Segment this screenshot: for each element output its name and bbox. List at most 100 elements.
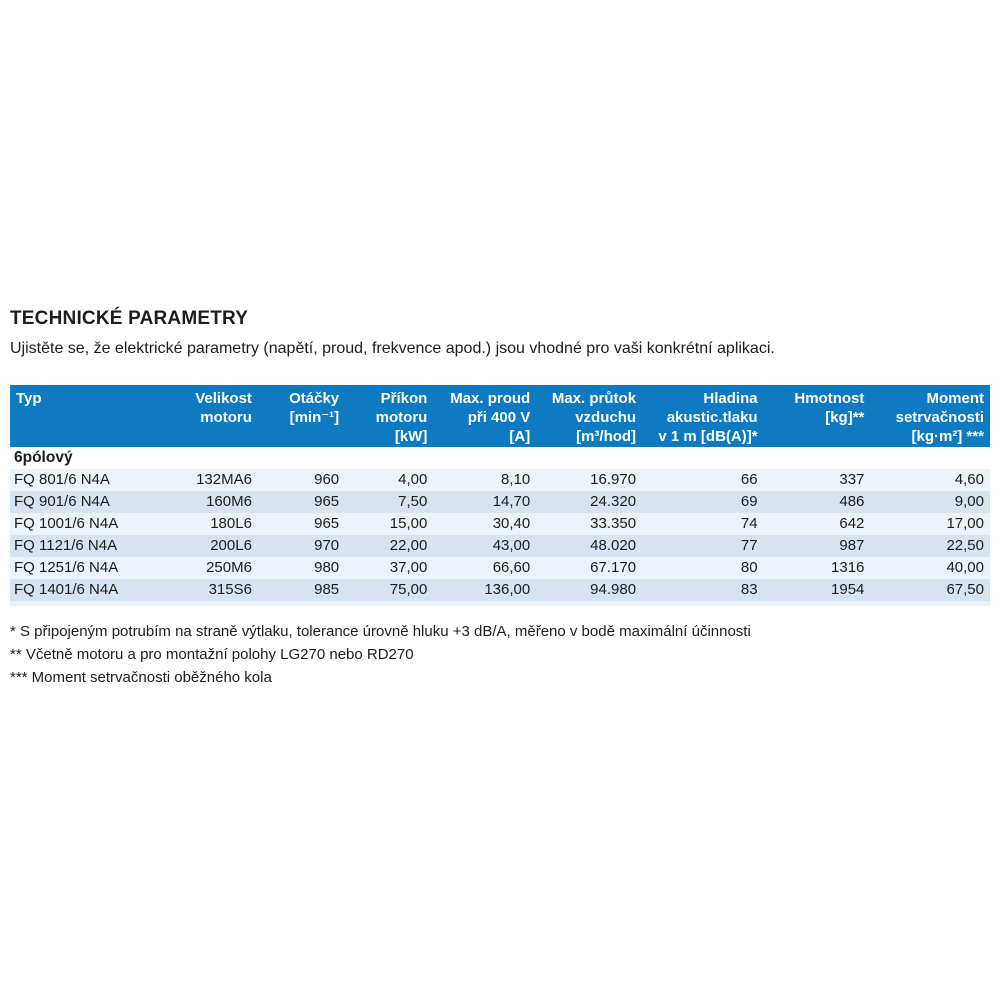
cell-hladina: 69 — [740, 493, 758, 510]
cell-otacky: 985 — [314, 581, 340, 598]
header-line: Příkon — [380, 390, 428, 407]
cell-hladina: 77 — [740, 537, 758, 554]
table-body: 6pólový FQ 801/6 N4A 132MA6 960 4,00 8,1… — [10, 447, 990, 606]
column-header-max-prutok: Max. průtok vzduchu [m³/hod] — [536, 385, 642, 447]
group-row-6polovy: 6pólový — [10, 447, 990, 469]
cell-typ: FQ 1001/6 N4A — [14, 515, 119, 532]
cell-moment: 40,00 — [946, 559, 984, 576]
footnote-1: * S připojeným potrubím na straně výtlak… — [10, 623, 751, 640]
cell-proud: 14,70 — [492, 493, 531, 510]
column-header-max-proud: Max. proud při 400 V [A] — [433, 385, 536, 447]
cell-hladina: 80 — [740, 559, 758, 576]
cell-prikon: 7,50 — [398, 493, 428, 510]
cell-typ: FQ 1401/6 N4A — [14, 581, 119, 598]
cell-prikon: 37,00 — [389, 559, 428, 576]
header-line: při 400 V — [467, 409, 531, 426]
header-line: motoru — [375, 409, 428, 426]
cell-proud: 136,00 — [484, 581, 531, 598]
cell-hladina: 74 — [740, 515, 758, 532]
column-header-prikon-motoru: Příkon motoru [kW] — [345, 385, 433, 447]
table-row: FQ 801/6 N4A 132MA6 960 4,00 8,10 16.970… — [10, 469, 990, 491]
table-header: Typ Velikost motoru Otáčky [min⁻¹] Příko… — [10, 385, 990, 447]
column-header-otacky: Otáčky [min⁻¹] — [258, 385, 345, 447]
header-line: vzduchu — [575, 409, 637, 426]
header-line: Hmotnost — [794, 390, 865, 407]
header-line: [A] — [509, 428, 531, 445]
cell-hmotnost: 486 — [839, 493, 865, 510]
cell-otacky: 965 — [314, 515, 340, 532]
cell-otacky: 970 — [314, 537, 340, 554]
cell-velikost: 160M6 — [206, 493, 252, 510]
intro-text: Ujistěte se, že elektrické parametry (na… — [10, 340, 775, 357]
cell-proud: 43,00 — [492, 537, 531, 554]
column-header-moment-setrvacnosti: Moment setrvačnosti [kg·m²] *** — [870, 385, 990, 447]
cell-velikost: 200L6 — [210, 537, 252, 554]
cell-moment: 67,50 — [946, 581, 984, 598]
column-header-hladina-akustickeho-tlaku: Hladina akustic.tlaku v 1 m [dB(A)]* — [642, 385, 764, 447]
table-row: FQ 1121/6 N4A 200L6 970 22,00 43,00 48.0… — [10, 535, 990, 557]
header-line: motoru — [200, 409, 252, 426]
cell-hladina: 66 — [740, 471, 758, 488]
page-title: TECHNICKÉ PARAMETRY — [10, 308, 249, 329]
cell-prutok: 48.020 — [590, 537, 637, 554]
cell-hmotnost: 1954 — [831, 581, 865, 598]
cell-proud: 8,10 — [501, 471, 531, 488]
cell-moment: 17,00 — [946, 515, 984, 532]
cell-velikost: 132MA6 — [196, 471, 252, 488]
table-bottom-edge-cell — [10, 601, 990, 606]
footnote-3: *** Moment setrvačnosti oběžného kola — [10, 669, 272, 686]
group-label: 6pólový — [14, 449, 73, 466]
table-bottom-edge — [10, 601, 990, 606]
cell-prutok: 24.320 — [590, 493, 637, 510]
cell-otacky: 980 — [314, 559, 340, 576]
cell-otacky: 960 — [314, 471, 340, 488]
header-line: Velikost — [195, 390, 252, 407]
content-area: TECHNICKÉ PARAMETRY Ujistěte se, že elek… — [10, 308, 990, 689]
cell-typ: FQ 1121/6 N4A — [14, 537, 118, 554]
cell-hmotnost: 1316 — [831, 559, 865, 576]
cell-hladina: 83 — [740, 581, 758, 598]
column-header-hmotnost: Hmotnost [kg]** — [764, 385, 871, 447]
cell-velikost: 180L6 — [210, 515, 252, 532]
header-line: setrvačnosti — [895, 409, 984, 426]
cell-moment: 4,60 — [954, 471, 984, 488]
header-line: Typ — [16, 390, 42, 407]
cell-hmotnost: 337 — [839, 471, 865, 488]
header-line: [m³/hod] — [576, 428, 637, 445]
cell-typ: FQ 1251/6 N4A — [14, 559, 119, 576]
cell-prikon: 15,00 — [389, 515, 428, 532]
column-header-typ: Typ — [10, 385, 160, 447]
cell-hmotnost: 642 — [839, 515, 865, 532]
cell-velikost: 250M6 — [206, 559, 252, 576]
header-line: akustic.tlaku — [666, 409, 758, 426]
cell-proud: 66,60 — [492, 559, 531, 576]
cell-prutok: 33.350 — [590, 515, 637, 532]
table-row: FQ 1401/6 N4A 315S6 985 75,00 136,00 94.… — [10, 579, 990, 601]
header-line: Max. proud — [450, 390, 531, 407]
header-line: Otáčky — [289, 390, 340, 407]
header-row: Typ Velikost motoru Otáčky [min⁻¹] Příko… — [10, 385, 990, 447]
header-line: [kW] — [394, 428, 428, 445]
table-row: FQ 1251/6 N4A 250M6 980 37,00 66,60 67.1… — [10, 557, 990, 579]
cell-hmotnost: 987 — [839, 537, 865, 554]
cell-typ: FQ 901/6 N4A — [14, 493, 110, 510]
cell-prutok: 67.170 — [590, 559, 637, 576]
header-line: v 1 m [dB(A)]* — [658, 428, 758, 445]
footnotes: * S připojeným potrubím na straně výtlak… — [10, 620, 990, 689]
cell-prikon: 75,00 — [389, 581, 428, 598]
header-line: [min⁻¹] — [289, 409, 340, 426]
technical-parameters-table: Typ Velikost motoru Otáčky [min⁻¹] Příko… — [10, 385, 990, 606]
cell-proud: 30,40 — [492, 515, 531, 532]
cell-typ: FQ 801/6 N4A — [14, 471, 110, 488]
cell-velikost: 315S6 — [208, 581, 252, 598]
cell-moment: 9,00 — [954, 493, 984, 510]
cell-otacky: 965 — [314, 493, 340, 510]
table-row: FQ 901/6 N4A 160M6 965 7,50 14,70 24.320… — [10, 491, 990, 513]
column-header-velikost-motoru: Velikost motoru — [160, 385, 258, 447]
table-row: FQ 1001/6 N4A 180L6 965 15,00 30,40 33.3… — [10, 513, 990, 535]
header-line: Max. průtok — [551, 390, 637, 407]
cell-moment: 22,50 — [946, 537, 984, 554]
header-line: [kg·m²] *** — [911, 428, 984, 445]
cell-prutok: 16.970 — [590, 471, 637, 488]
